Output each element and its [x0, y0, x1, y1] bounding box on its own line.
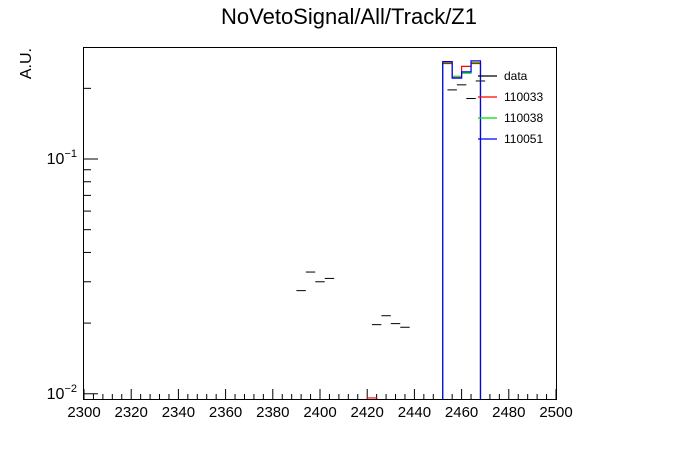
x-tick-label: 2320 — [115, 404, 148, 421]
chart-title: NoVetoSignal/All/Track/Z1 — [221, 4, 477, 29]
x-tick-label: 2480 — [492, 404, 525, 421]
y-axis-label: A.U. — [18, 48, 35, 79]
x-tick-label: 2460 — [445, 404, 478, 421]
x-tick-label: 2340 — [162, 404, 195, 421]
x-tick-label: 2380 — [256, 404, 289, 421]
x-axis: 2300 2320 2340 2360 2380 2400 2420 2440 2460 2480… — [67, 389, 573, 421]
y-axis: 10−2 10−1 — [47, 87, 98, 403]
x-tick-label: 2420 — [351, 404, 384, 421]
plot-frame — [83, 47, 557, 400]
series-layer — [296, 60, 486, 399]
series-data — [296, 80, 486, 328]
legend-entry-label: 110051 — [504, 132, 543, 146]
x-tick-label: 2400 — [303, 404, 336, 421]
legend-entry-label: 110038 — [504, 111, 543, 125]
series-110051 — [442, 60, 482, 399]
y-tick-label: 10−2 — [47, 383, 77, 403]
x-tick-label: 2440 — [398, 404, 431, 421]
y-tick-label: 10−1 — [47, 148, 77, 168]
x-tick-label: 2500 — [539, 404, 572, 421]
x-tick-label: 2360 — [209, 404, 242, 421]
legend: data 110033 110038 110051 — [478, 69, 543, 146]
legend-entry-label: 110033 — [504, 90, 543, 104]
legend-entry-label: data — [504, 69, 528, 83]
histogram-step — [442, 60, 482, 399]
x-tick-label: 2300 — [67, 404, 100, 421]
histogram-step — [366, 397, 378, 399]
